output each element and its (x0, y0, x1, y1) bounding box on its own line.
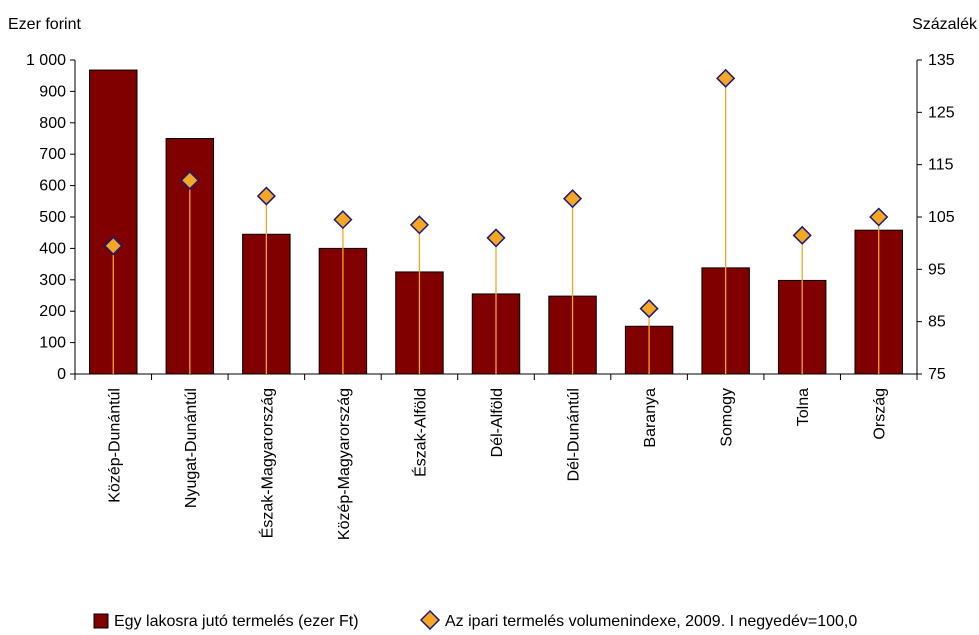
y-left-tick-label: 300 (39, 272, 66, 289)
y-left-tick-label: 500 (39, 209, 66, 226)
y-right-tick-label: 125 (928, 104, 955, 121)
lollipop-marker (180, 170, 200, 190)
lollipop-stems (112, 78, 880, 374)
lollipop-marker (409, 215, 430, 235)
lollipop-marker (333, 210, 353, 230)
lollipop-marker (639, 299, 659, 319)
y-left-tick-label: 700 (39, 146, 66, 163)
x-category-label: Ország (872, 388, 889, 440)
y-right-unit-label: Százalék (912, 16, 978, 33)
x-category-label: Baranya (642, 388, 659, 448)
x-category-label: Dél-Dunántúl (566, 388, 583, 481)
y-right-tick-label: 135 (928, 52, 955, 69)
x-category-label: Somogy (719, 388, 736, 447)
lollipop-marker (792, 225, 812, 245)
legend-bar-label: Egy lakosra jutó termelés (ezer Ft) (114, 613, 359, 630)
x-category-label: Észak-Magyarország (257, 388, 276, 538)
y-left-tick-label: 600 (39, 178, 66, 195)
legend-bar-swatch (93, 613, 109, 629)
y-left-unit-label: Ezer forint (8, 16, 81, 33)
x-category-label: Nyugat-Dunántúl (183, 388, 200, 508)
y-left-tick-label: 0 (57, 366, 66, 383)
y-left-tick-label: 100 (39, 335, 66, 352)
x-category-label: Közép-Magyarország (336, 388, 353, 540)
lollipop-marker (486, 228, 506, 248)
y-left-tick-label: 900 (39, 83, 66, 100)
lollipop-markers (103, 68, 889, 319)
y-right-tick-label: 105 (928, 209, 955, 226)
lollipop-marker (103, 236, 123, 256)
legend-marker-swatch (419, 609, 441, 631)
y-right-tick-label: 85 (928, 314, 946, 331)
x-category-label: Közép-Dunántúl (106, 388, 123, 503)
y-left-tick-label: 1 000 (26, 52, 66, 69)
legend-marker-label: Az ipari termelés volumenindexe, 2009. I… (445, 613, 857, 630)
y-right-tick-label: 75 (928, 366, 946, 383)
y-left-tick-label: 800 (39, 115, 66, 132)
x-category-label: Dél-Alföld (489, 388, 506, 457)
x-category-label: Észak-Alföld (410, 388, 429, 477)
y-left-tick-label: 400 (39, 240, 66, 257)
y-right-tick-label: 95 (928, 261, 946, 278)
x-category-label: Tolna (795, 388, 812, 426)
lollipop-marker (562, 189, 583, 209)
y-left-tick-label: 200 (39, 303, 66, 320)
legend: Egy lakosra jutó termelés (ezer Ft) Az i… (93, 609, 857, 631)
lollipop-marker (256, 186, 276, 206)
lollipop-marker (716, 68, 736, 88)
tick-labels: 0 100 200 300 400 500 600 700 800 900 1 000 75 85 95 1… (26, 52, 955, 540)
lollipop-marker (869, 207, 889, 227)
y-right-tick-label: 115 (928, 157, 954, 174)
